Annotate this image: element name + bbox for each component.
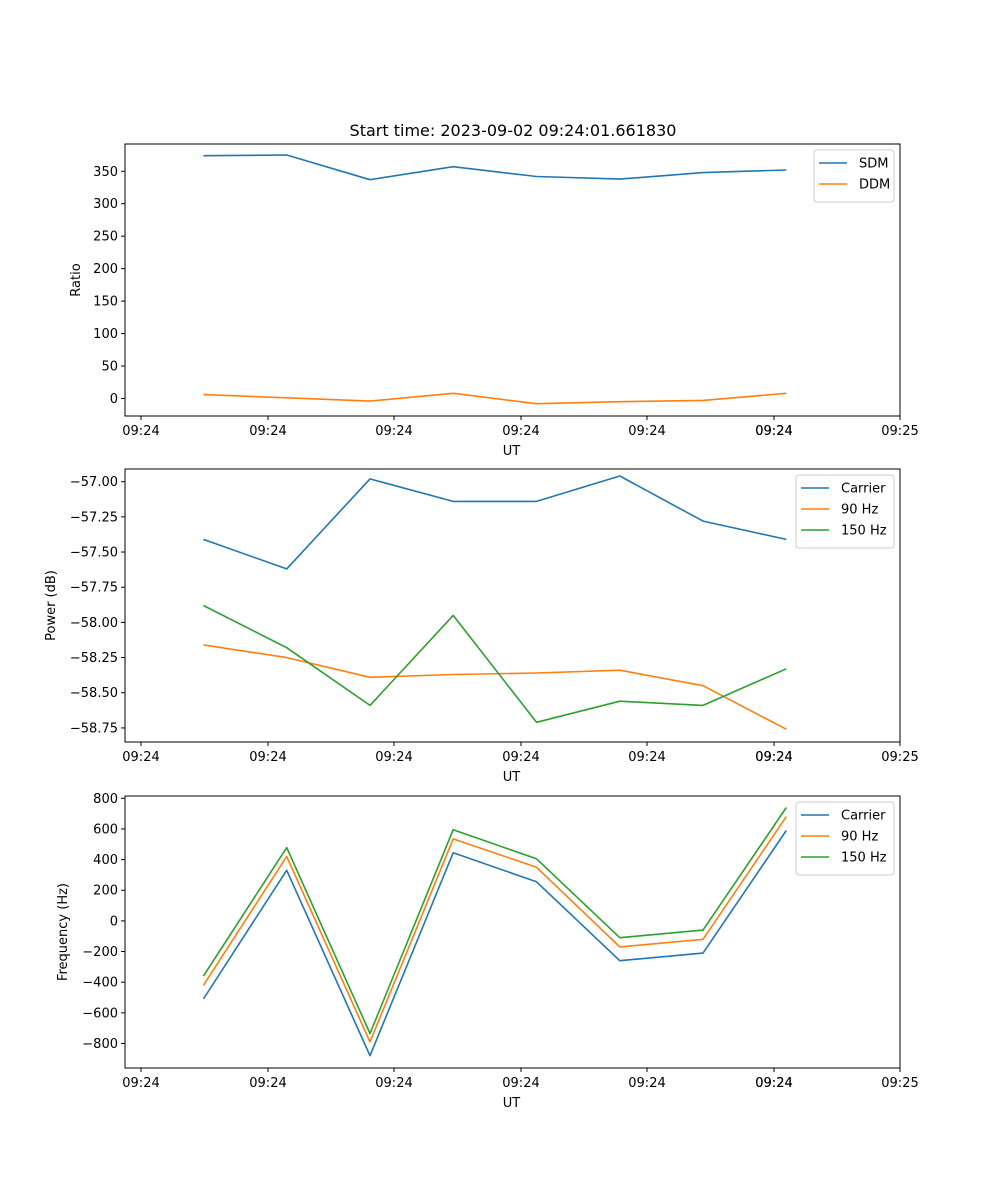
axes-frame [124,468,901,743]
x-tick-label: 09:24 [375,424,412,439]
x-tick-label: 09:24 [502,750,539,765]
y-tick-label: 350 [93,165,118,180]
panel-2: 09:24 09:24 09:24 09:24 09:24 09:24 09:2509:24… [44,468,919,785]
y-tick-label: 200 [93,262,118,277]
x-tick-label: 09:24 [375,1076,412,1091]
series-line-carrier [203,475,787,570]
x-tick-label: 09:24 [755,1076,792,1091]
y-tick-label: −200 [82,945,118,960]
series-line-90-hz [203,644,787,731]
legend: Carrier 90 Hz 150 Hz [795,474,895,549]
legend-label: SDM [859,157,888,172]
y-tick-label: 150 [93,295,118,310]
x-tick-label: 09:24 [628,750,665,765]
series-line-carrier [202,830,787,1057]
y-tick-label: −800 [82,1037,118,1052]
x-axis-label: UT [503,444,521,459]
x-tick-label: 09:24 [755,750,792,765]
y-tick-label: −58.75 [70,721,118,736]
x-tick-label: 09:24 [755,424,792,439]
panel-1: 09:24 09:24 09:24 09:24 09:24 09:24 09:2509:24… [69,143,919,459]
x-tick-label: 09:24 [249,750,286,765]
x-tick-label: 09:24 [375,750,412,765]
panel-3: 09:24 09:24 09:24 09:24 09:24 09:24 09:2509:24… [56,792,919,1111]
y-tick-label: 0 [110,392,118,407]
x-axis-label: UT [503,1096,521,1111]
legend-label: 90 Hz [841,830,878,845]
y-tick-label: −57.00 [70,475,118,490]
y-tick-label: −57.50 [70,546,118,561]
y-tick-label: −57.75 [70,581,118,596]
legend-label: DDM [859,178,890,193]
y-tick-label: 400 [93,853,118,868]
legend: Carrier 90 Hz 150 Hz [795,801,895,876]
y-tick-label: −57.25 [70,510,118,525]
series-line-150-hz [202,807,787,1035]
panels: 09:24 09:24 09:24 09:24 09:24 09:24 09:25 09:24… [44,143,919,1111]
legend-label: 150 Hz [841,524,887,539]
x-tick-label: 09:24 [122,424,159,439]
y-tick-label: −400 [82,976,118,991]
x-axis-label: UT [503,770,521,785]
y-tick-label: −58.50 [70,686,118,701]
legend-label: Carrier [841,809,886,824]
y-axis-label: Power (dB) [44,570,59,641]
y-tick-label: 300 [93,197,118,212]
legend-label: 150 Hz [841,851,887,866]
series-line-ddm [203,392,787,405]
legend-label: 90 Hz [841,503,878,518]
axes-frame [124,143,901,417]
chart-title: Start time: 2023-09-02 09:24:01.661830 [350,121,677,140]
x-tick-label: 09:24 [755,1076,792,1091]
y-tick-label: 50 [101,360,118,375]
x-tick-label: 09:25 [881,750,918,765]
legend-label: Carrier [841,482,886,497]
y-tick-label: 0 [110,914,118,929]
x-tick-label: 09:24 [502,1076,539,1091]
x-tick-label: 09:24 [502,424,539,439]
x-tick-label: 09:24 [628,424,665,439]
x-tick-label: 09:25 [881,1076,918,1091]
x-tick-label: 09:24 [628,1076,665,1091]
series-line-150-hz [203,604,787,724]
series-line-90-hz [202,816,787,1043]
x-tick-label: 09:24 [755,750,792,765]
y-axis-label: Frequency (Hz) [56,883,71,981]
y-tick-label: 600 [93,822,118,837]
y-axis-label: Ratio [69,263,84,296]
y-tick-label: −58.00 [70,616,118,631]
axes-frame [124,795,901,1069]
series-line-sdm [203,154,787,181]
x-tick-label: 09:24 [249,424,286,439]
legend: SDM DDM [813,149,895,203]
y-tick-label: 200 [93,884,118,899]
x-tick-label: 09:25 [881,424,918,439]
y-tick-label: −600 [82,1006,118,1021]
x-tick-label: 09:24 [249,1076,286,1091]
x-tick-label: 09:24 [122,750,159,765]
y-tick-label: −58.25 [70,651,118,666]
y-tick-label: 800 [93,792,118,807]
y-tick-label: 250 [93,230,118,245]
y-tick-label: 100 [93,327,118,342]
x-tick-label: 09:24 [755,424,792,439]
x-tick-label: 09:24 [122,1076,159,1091]
